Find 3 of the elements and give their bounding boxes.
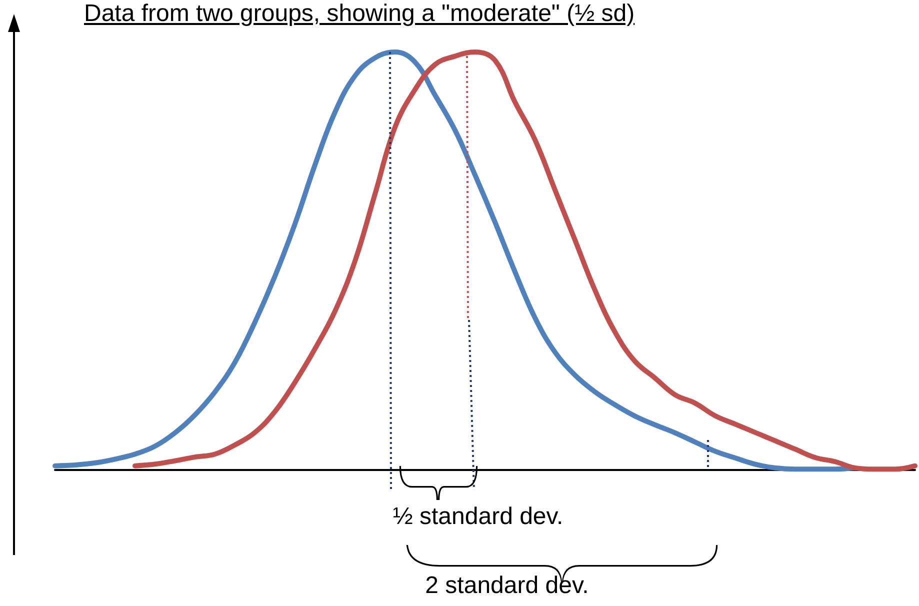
chart-title: Data from two groups, showing a "moderate" (½ sd) bbox=[84, 0, 635, 28]
text: ½ standard dev. bbox=[392, 503, 564, 531]
text: 2 standard dev. bbox=[425, 572, 589, 600]
